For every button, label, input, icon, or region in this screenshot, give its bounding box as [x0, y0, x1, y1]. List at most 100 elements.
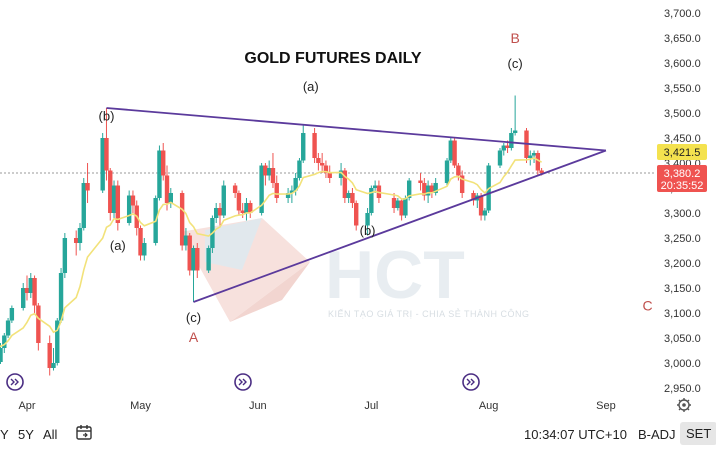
- candle-body: [221, 185, 226, 216]
- candle: [301, 125, 306, 163]
- candle: [289, 185, 295, 203]
- candle-body: [179, 193, 185, 246]
- candle: [55, 318, 60, 366]
- session-button[interactable]: SET: [680, 422, 716, 445]
- chart-title: GOLD FUTURES DAILY: [244, 50, 422, 67]
- wave-labels: (b) (a) (c) A (a) (b) (c) B C: [99, 30, 653, 345]
- candle-body: [5, 320, 11, 336]
- candle-body: [406, 180, 412, 198]
- wave-label: (b): [360, 223, 376, 238]
- adjustment-button[interactable]: B-ADJ: [638, 427, 676, 442]
- candle-body: [111, 185, 117, 213]
- candle-body: [289, 190, 295, 193]
- event-icon[interactable]: [6, 373, 24, 391]
- trendlines: [106, 107, 607, 303]
- candle: [32, 275, 37, 313]
- candle-body: [369, 188, 374, 213]
- candle: [240, 203, 245, 218]
- range-all-button[interactable]: All: [43, 427, 58, 442]
- candle: [528, 150, 533, 166]
- candle: [512, 95, 518, 136]
- candle: [346, 190, 351, 203]
- candle: [161, 143, 166, 181]
- range-5y-button[interactable]: 5Y: [18, 427, 34, 442]
- gear-icon[interactable]: [677, 398, 691, 412]
- candle-body: [248, 203, 253, 213]
- candle: [475, 193, 480, 208]
- candle-body: [100, 138, 105, 191]
- candle: [179, 190, 185, 251]
- candle: [354, 200, 359, 231]
- candle: [130, 190, 136, 213]
- clock-display[interactable]: 10:34:07 UTC+10: [524, 427, 627, 442]
- candle-body: [456, 165, 461, 176]
- candle-body: [36, 305, 41, 343]
- candle-body: [497, 150, 503, 166]
- candle: [126, 190, 132, 226]
- candle: [36, 303, 41, 351]
- candle-body: [21, 288, 26, 308]
- candle-body: [270, 168, 276, 183]
- candle: [58, 268, 64, 323]
- candle: [448, 138, 454, 163]
- candle-body: [115, 185, 121, 223]
- candle-body: [433, 183, 438, 193]
- candle-body: [350, 193, 355, 203]
- candle-body: [266, 168, 272, 176]
- calendar-icon[interactable]: [75, 424, 93, 445]
- candle-body: [214, 208, 219, 218]
- x-tick-label: May: [130, 400, 151, 412]
- candle-body: [58, 273, 64, 321]
- y-tick-label: 2,950.0: [664, 383, 701, 395]
- candle-body: [471, 193, 476, 201]
- candle: [47, 335, 52, 376]
- candle: [482, 208, 488, 221]
- candle: [399, 198, 404, 221]
- candle-body: [244, 203, 249, 213]
- candle: [77, 223, 83, 251]
- event-icon[interactable]: [462, 373, 480, 391]
- last-price-tag: 3,380.2 20:35:52: [657, 165, 707, 192]
- candle-body: [528, 155, 533, 158]
- range-y-button[interactable]: Y: [0, 427, 9, 442]
- event-icon[interactable]: [234, 373, 252, 391]
- countdown-value: 20:35:52: [661, 180, 704, 192]
- candle-body: [85, 183, 90, 191]
- candle: [535, 150, 541, 176]
- candle: [365, 208, 370, 236]
- candle-body: [395, 200, 401, 208]
- candle-body: [535, 153, 541, 171]
- candle: [497, 148, 503, 168]
- candle: [459, 170, 465, 198]
- candle-body: [285, 193, 291, 198]
- candle-body: [9, 308, 15, 321]
- candle: [195, 243, 200, 278]
- candle-body: [195, 248, 200, 271]
- chart-area: HCT KIẾN TẠO GIÁ TRỊ - CHIA SẺ THÀNH CÔN…: [0, 8, 707, 412]
- candle: [108, 168, 113, 221]
- y-tick-label: 3,300.0: [664, 208, 701, 220]
- candle-body: [206, 248, 211, 271]
- candle: [73, 230, 79, 256]
- ma-price-value: 3,421.5: [664, 147, 701, 159]
- trendline: [193, 149, 607, 303]
- candle-body: [444, 160, 450, 183]
- candle-body: [293, 178, 298, 191]
- candle-body: [505, 145, 510, 148]
- wave-label: A: [189, 329, 199, 345]
- candle-body: [365, 213, 370, 226]
- candle-body: [142, 243, 147, 256]
- candle: [217, 203, 223, 226]
- candle: [531, 150, 537, 163]
- y-tick-label: 3,250.0: [664, 233, 701, 245]
- candle-body: [232, 185, 238, 193]
- candle: [187, 233, 192, 276]
- candle-body: [323, 165, 329, 173]
- watermark-logo-text: HCT: [325, 237, 465, 313]
- candle: [316, 153, 321, 171]
- candle: [274, 175, 279, 203]
- candle: [5, 318, 11, 338]
- candle: [433, 178, 438, 196]
- candle: [104, 108, 109, 181]
- candle-body: [346, 193, 351, 198]
